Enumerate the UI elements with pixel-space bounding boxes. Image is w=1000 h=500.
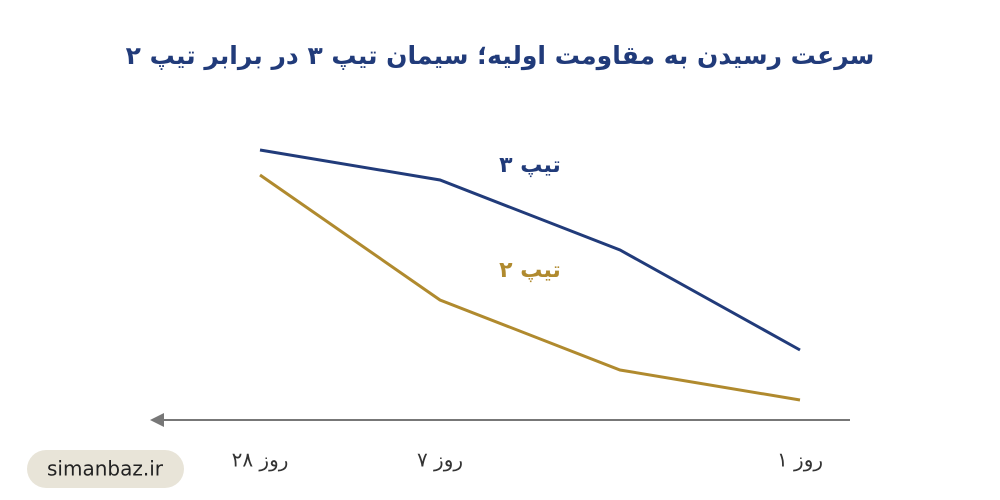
series-line	[259, 148, 801, 352]
chart-title: سرعت رسیدن به مقاومت اولیه؛ سیمان تیپ ۳ …	[126, 41, 875, 71]
watermark: simanbaz.ir	[47, 457, 164, 481]
x-tick-label: روز ۱	[777, 448, 823, 472]
series-line	[259, 173, 801, 402]
axis-arrow	[150, 413, 164, 427]
series-label: تیپ ۳	[499, 153, 561, 178]
series-label: تیپ ۲	[499, 258, 561, 283]
x-tick-label: روز ۷	[417, 448, 463, 472]
watermark-badge	[27, 450, 184, 488]
x-tick-label: روز ۲۸	[232, 448, 289, 472]
